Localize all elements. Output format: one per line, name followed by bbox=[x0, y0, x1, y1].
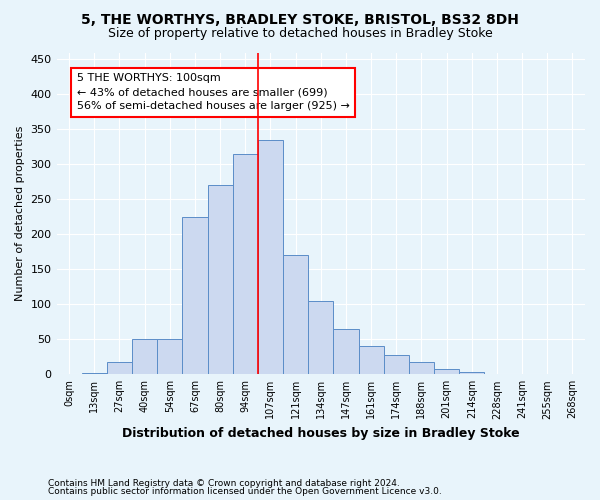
Bar bbox=[233, 154, 258, 374]
Bar bbox=[308, 301, 334, 374]
Bar bbox=[359, 346, 383, 374]
Text: Size of property relative to detached houses in Bradley Stoke: Size of property relative to detached ho… bbox=[107, 28, 493, 40]
Bar bbox=[334, 329, 359, 374]
Bar bbox=[82, 373, 107, 374]
Bar bbox=[107, 362, 132, 374]
Bar bbox=[182, 217, 208, 374]
Bar bbox=[258, 140, 283, 374]
Bar bbox=[459, 372, 484, 374]
Bar bbox=[434, 368, 459, 374]
Bar bbox=[409, 362, 434, 374]
Bar bbox=[157, 340, 182, 374]
X-axis label: Distribution of detached houses by size in Bradley Stoke: Distribution of detached houses by size … bbox=[122, 427, 520, 440]
Text: Contains public sector information licensed under the Open Government Licence v3: Contains public sector information licen… bbox=[48, 487, 442, 496]
Text: 5, THE WORTHYS, BRADLEY STOKE, BRISTOL, BS32 8DH: 5, THE WORTHYS, BRADLEY STOKE, BRISTOL, … bbox=[81, 12, 519, 26]
Bar bbox=[383, 354, 409, 374]
Text: Contains HM Land Registry data © Crown copyright and database right 2024.: Contains HM Land Registry data © Crown c… bbox=[48, 478, 400, 488]
Bar bbox=[132, 340, 157, 374]
Bar bbox=[283, 256, 308, 374]
Y-axis label: Number of detached properties: Number of detached properties bbox=[15, 126, 25, 301]
Bar bbox=[208, 186, 233, 374]
Text: 5 THE WORTHYS: 100sqm
← 43% of detached houses are smaller (699)
56% of semi-det: 5 THE WORTHYS: 100sqm ← 43% of detached … bbox=[77, 74, 350, 112]
